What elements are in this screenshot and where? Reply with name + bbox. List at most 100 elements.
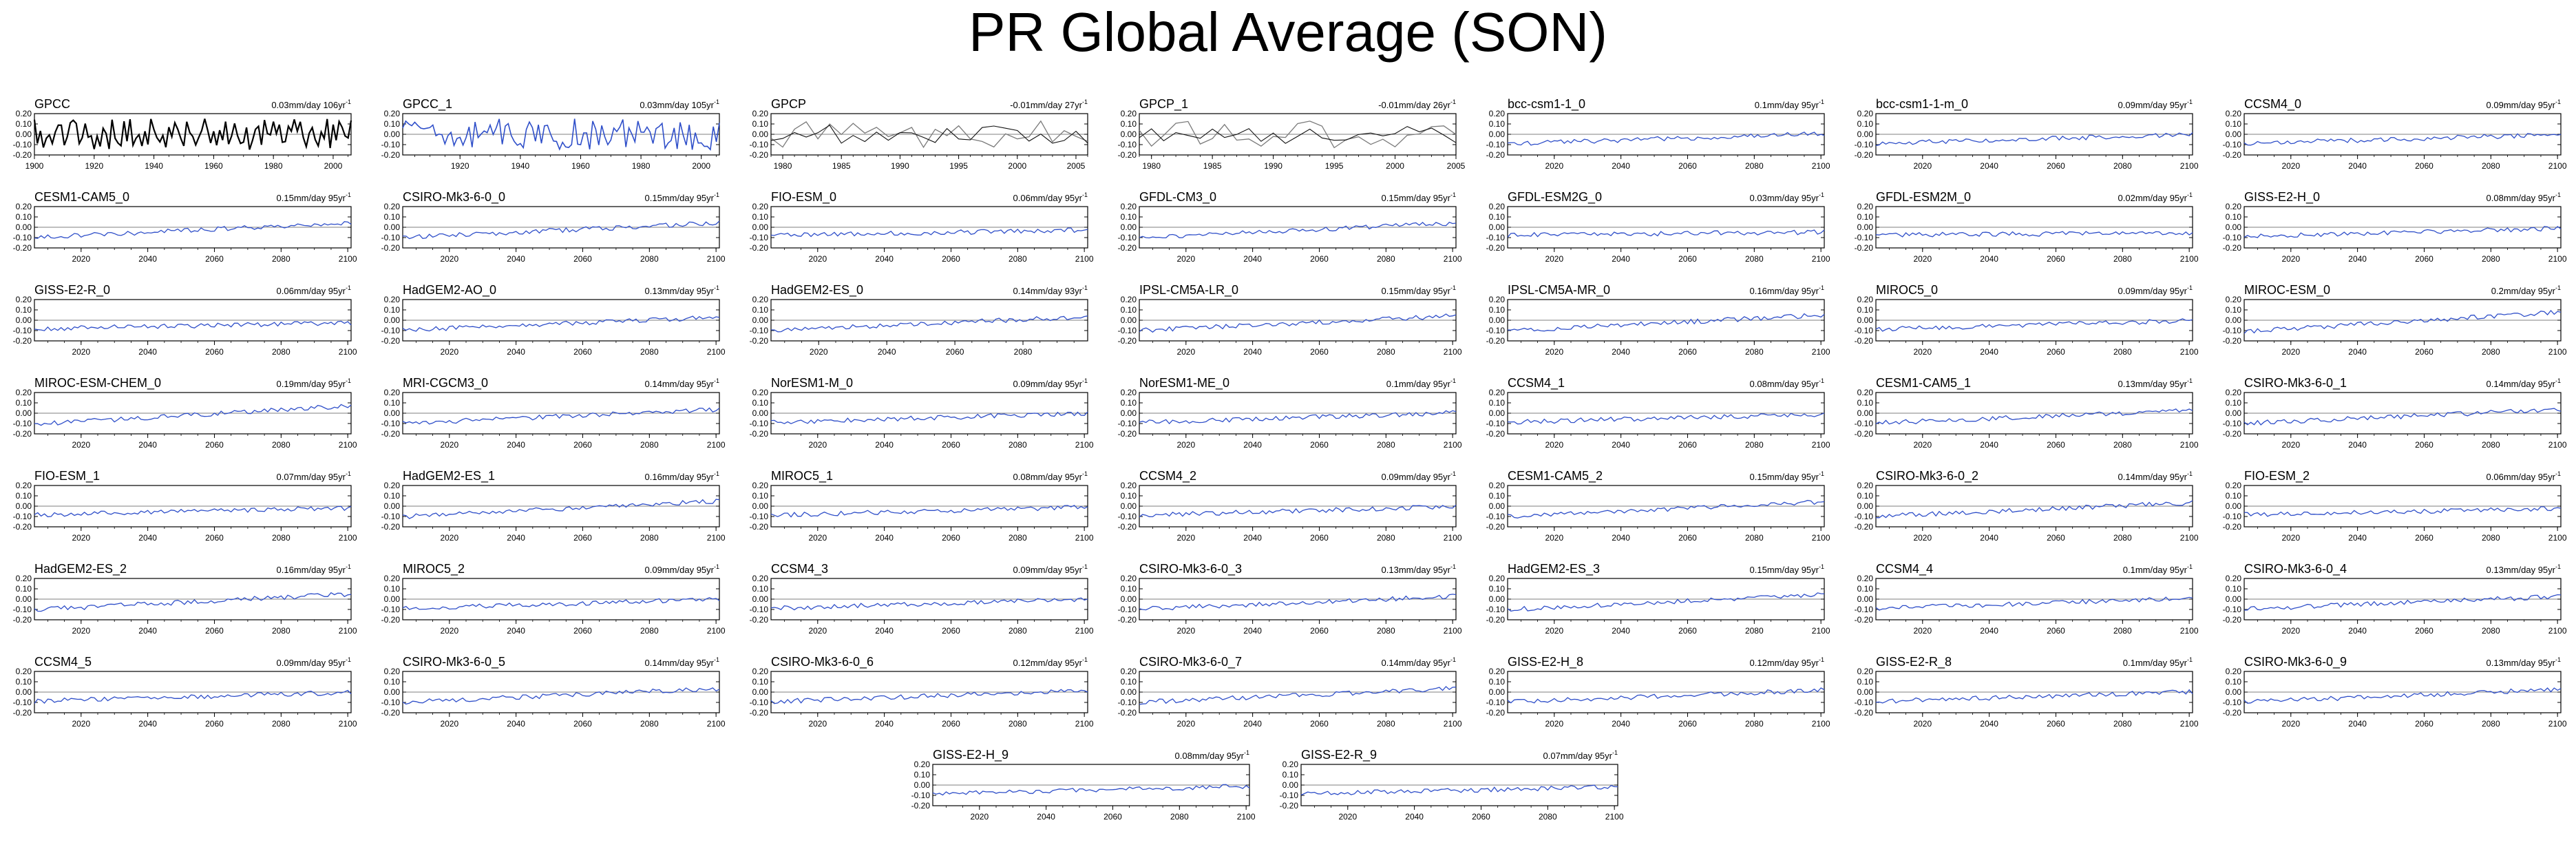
- x-tick-label: 2100: [1812, 440, 1830, 450]
- x-tick-label: 2020: [810, 347, 828, 357]
- x-tick-label: 2060: [2047, 626, 2065, 636]
- y-tick-label: 0.20: [16, 109, 32, 118]
- x-tick-label: 2060: [573, 626, 592, 636]
- series-line: [1300, 784, 1618, 796]
- panel-trend: 0.09mm/day 95yr-1: [1382, 470, 1456, 482]
- panel-MIROC5_0: MIROC5_0 0.09mm/day 95yr-10.200.100.00-0.…: [1855, 283, 2199, 357]
- x-tick-label: 2100: [707, 719, 726, 729]
- y-tick-label: 0.20: [2226, 388, 2242, 397]
- y-tick-label: -0.10: [2223, 326, 2242, 335]
- panel-title: MIROC-ESM-CHEM_0: [34, 376, 161, 390]
- y-tick-label: 0.20: [1121, 295, 1137, 304]
- series-line: [2244, 226, 2562, 238]
- y-tick-label: -0.20: [1855, 243, 1874, 253]
- y-tick-label: 0.20: [1857, 109, 1874, 118]
- series-line: [402, 118, 720, 152]
- x-tick-label: 2080: [640, 254, 659, 264]
- x-tick-label: 2100: [339, 533, 357, 543]
- x-tick-label: 2100: [2548, 440, 2567, 450]
- panel-CCSM4_1: CCSM4_1 0.08mm/day 95yr-1 0.200.100.00-0.1…: [1486, 376, 1830, 450]
- panel-trend: 0.15mm/day 95yr-1: [645, 191, 719, 203]
- series-line: [2244, 309, 2562, 334]
- y-tick-label: -0.10: [750, 419, 769, 428]
- y-tick-label: -0.10: [1118, 512, 1137, 521]
- panel-FIO-ESM_2: FIO-ESM_2 0.06mm/day 95yr-10.200.100.00-0…: [2223, 469, 2567, 543]
- x-tick-label: 2040: [1980, 161, 1998, 171]
- y-tick-label: -0.20: [750, 243, 769, 253]
- x-tick-label: 2100: [1444, 626, 1462, 636]
- panel-CCSM4_4: CCSM4_4 0.1mm/day 95yr-1 0.200.100.00-0.10…: [1855, 562, 2199, 636]
- panel-trend: 0.08mm/day 95yr-1: [2487, 191, 2561, 203]
- panel-trend: 0.15mm/day 95yr-1: [1750, 563, 1824, 575]
- x-tick-label: 2040: [1980, 254, 1998, 264]
- y-tick-label: -0.10: [750, 605, 769, 614]
- x-tick-label: 2020: [1913, 254, 1932, 264]
- x-tick-label: 2080: [2113, 161, 2132, 171]
- panel-title: CSIRO-Mk3-6-0_1: [2244, 376, 2347, 390]
- panel-GISS-E2-R_0: GISS-E2-R_0 0.06mm/day 95yr-1 0.200.100.00…: [13, 283, 357, 357]
- panel-GISS-E2-R_9: GISS-E2-R_9 0.07mm/day 95yr-1 0.200.100.00…: [1280, 748, 1624, 822]
- y-tick-label: 0.00: [16, 594, 32, 604]
- x-tick-label: 2020: [72, 440, 90, 450]
- y-tick-label: -0.20: [2223, 708, 2242, 718]
- panel-title: IPSL-CM5A-MR_0: [1508, 283, 1610, 297]
- y-tick-label: -0.20: [1118, 708, 1137, 718]
- x-tick-label: 2020: [72, 254, 90, 264]
- panel-title: CSIRO-Mk3-6-0_4: [2244, 562, 2347, 576]
- x-tick-label: 2080: [2113, 347, 2132, 357]
- series-line: [770, 597, 1088, 611]
- y-tick-label: 0.00: [1857, 315, 1874, 325]
- y-tick-label: 0.20: [752, 574, 769, 583]
- y-tick-label: -0.10: [2223, 698, 2242, 707]
- y-tick-label: -0.20: [1855, 336, 1874, 346]
- y-tick-label: -0.10: [1486, 326, 1506, 335]
- x-tick-label: 2020: [808, 254, 827, 264]
- y-tick-label: -0.10: [750, 512, 769, 521]
- panel-title: CCSM4_4: [1876, 562, 1933, 576]
- panel-IPSL-CM5A-MR_0: IPSL-CM5A-MR_0 0.16mm/day 95yr-1 0.200.100…: [1486, 283, 1830, 357]
- y-tick-label: -0.20: [1855, 429, 1874, 439]
- panel-HadGEM2-ES_3: HadGEM2-ES_3 0.15mm/day 95yr-1 0.200.100.0…: [1486, 562, 1830, 636]
- x-tick-label: 2080: [272, 533, 291, 543]
- x-tick-label: 2100: [2180, 626, 2199, 636]
- series-line: [1507, 132, 1825, 146]
- x-tick-label: 2060: [942, 254, 960, 264]
- series-line: [1139, 686, 1457, 705]
- x-tick-label: 2020: [72, 533, 90, 543]
- panel-title: CCSM4_2: [1139, 469, 1196, 483]
- x-tick-label: 2040: [507, 719, 525, 729]
- x-tick-label: 2060: [942, 626, 960, 636]
- x-tick-label: 2100: [339, 626, 357, 636]
- panel-title: IPSL-CM5A-LR_0: [1139, 283, 1238, 297]
- x-tick-label: 2060: [1678, 254, 1697, 264]
- y-tick-label: 0.10: [1857, 677, 1874, 687]
- series-line: [1139, 504, 1457, 518]
- x-tick-label: 2060: [946, 347, 964, 357]
- y-tick-label: 0.10: [16, 398, 32, 408]
- y-tick-label: 0.00: [1121, 687, 1137, 697]
- x-tick-label: 2100: [1075, 533, 1094, 543]
- panel-CCSM4_0: CCSM4_0 0.09mm/day 95yr-1 0.200.100.00-0.1…: [2223, 97, 2567, 171]
- x-tick-label: 2080: [2482, 719, 2500, 729]
- panel-trend: 0.14mm/day 95yr-1: [645, 656, 719, 668]
- y-tick-label: 0.00: [1857, 408, 1874, 418]
- x-tick-label: 2060: [2047, 533, 2065, 543]
- panel-title: GISS-E2-H_8: [1508, 655, 1583, 669]
- y-tick-label: -0.20: [1118, 150, 1137, 160]
- y-tick-label: 0.20: [1489, 295, 1506, 304]
- x-tick-label: 1960: [204, 161, 223, 171]
- y-tick-label: -0.10: [381, 512, 401, 521]
- x-tick-label: 2100: [707, 440, 726, 450]
- y-tick-label: 0.00: [16, 129, 32, 139]
- x-tick-label: 2020: [1545, 719, 1563, 729]
- x-tick-label: 2060: [1310, 533, 1329, 543]
- y-tick-label: -0.20: [13, 708, 32, 718]
- panel-CSIRO-Mk3-6-0_7: CSIRO-Mk3-6-0_7 0.14mm/day 95yr-1 0.200.10…: [1118, 655, 1462, 729]
- y-tick-label: 0.00: [1489, 501, 1506, 511]
- y-tick-label: -0.10: [13, 233, 32, 242]
- x-tick-label: 2020: [2281, 161, 2300, 171]
- y-tick-label: 0.20: [1489, 574, 1506, 583]
- y-tick-label: -0.20: [13, 522, 32, 532]
- y-tick-label: -0.10: [1486, 233, 1506, 242]
- x-tick-label: 2100: [1075, 719, 1094, 729]
